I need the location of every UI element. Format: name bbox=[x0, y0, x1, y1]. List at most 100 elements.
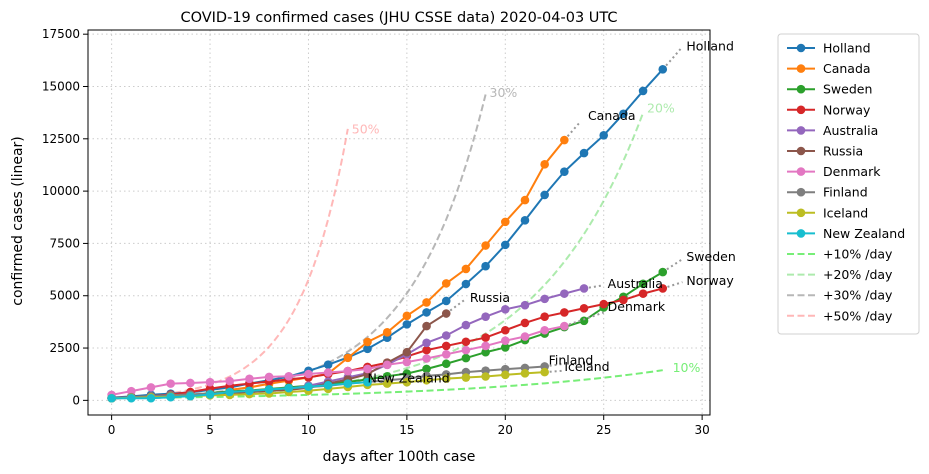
projection-line bbox=[563, 121, 581, 141]
projection-line bbox=[583, 284, 604, 290]
legend-label: Australia bbox=[823, 123, 878, 138]
x-tick-label: 20 bbox=[498, 423, 513, 437]
projection-line bbox=[544, 369, 565, 374]
legend-label: +20% /day bbox=[823, 267, 893, 282]
data-point bbox=[422, 321, 431, 331]
data-point bbox=[363, 364, 372, 374]
data-point bbox=[166, 392, 175, 402]
legend-marker bbox=[796, 43, 806, 53]
reference-line-label: 50% bbox=[352, 121, 380, 136]
data-point bbox=[599, 131, 609, 140]
data-point bbox=[422, 345, 431, 355]
data-point bbox=[500, 343, 510, 352]
legend-marker bbox=[796, 208, 806, 218]
data-point bbox=[461, 279, 471, 289]
data-point bbox=[441, 296, 451, 306]
data-point bbox=[481, 312, 490, 321]
data-point bbox=[363, 377, 372, 387]
data-point bbox=[481, 333, 490, 342]
data-point bbox=[481, 347, 490, 357]
reference-line bbox=[111, 128, 349, 400]
reference-line-label: 20% bbox=[647, 100, 675, 115]
projection-line bbox=[662, 46, 684, 70]
legend: Holland Canada Sweden Norway Australia Russia… bbox=[777, 33, 920, 335]
data-point bbox=[599, 299, 609, 309]
data-point bbox=[461, 264, 471, 274]
data-point bbox=[540, 160, 549, 169]
data-point bbox=[323, 380, 333, 390]
y-axis-label: confirmed cases (linear) bbox=[10, 136, 26, 306]
legend-label: Denmark bbox=[823, 164, 881, 179]
data-point bbox=[422, 364, 431, 374]
x-tick-label: 30 bbox=[694, 423, 709, 437]
data-point bbox=[205, 377, 215, 387]
series-end-label: Denmark bbox=[608, 299, 666, 314]
legend-label: Russia bbox=[823, 144, 863, 159]
legend-marker bbox=[796, 146, 806, 156]
data-point bbox=[560, 289, 569, 298]
data-point bbox=[402, 377, 412, 387]
series-end-label: Iceland bbox=[564, 359, 609, 374]
plot-frame bbox=[87, 29, 711, 416]
chart-title: COVID-19 confirmed cases (JHU CSSE data)… bbox=[180, 10, 617, 26]
data-point bbox=[441, 359, 451, 369]
y-tick-label: 12500 bbox=[42, 132, 80, 146]
grid bbox=[88, 30, 710, 415]
data-point bbox=[284, 371, 294, 381]
data-point bbox=[441, 279, 451, 288]
data-point bbox=[560, 167, 569, 176]
data-point bbox=[441, 331, 451, 340]
data-point bbox=[500, 336, 510, 346]
legend-marker bbox=[796, 84, 806, 94]
data-point bbox=[363, 344, 372, 354]
series-end-label: Sweden bbox=[686, 249, 735, 264]
data-point bbox=[560, 321, 569, 331]
projection-line bbox=[544, 362, 565, 368]
y-tick-label: 0 bbox=[72, 393, 80, 407]
data-point bbox=[520, 332, 530, 341]
series-end-label: Canada bbox=[588, 108, 636, 123]
data-point bbox=[382, 360, 392, 370]
data-point bbox=[461, 345, 471, 355]
data-point bbox=[638, 279, 648, 289]
data-point bbox=[205, 390, 215, 399]
data-point bbox=[461, 373, 471, 382]
data-point bbox=[540, 325, 549, 335]
data-point bbox=[363, 337, 372, 347]
data-point bbox=[520, 195, 530, 205]
data-point bbox=[540, 294, 549, 304]
x-tick-label: 15 bbox=[399, 423, 414, 437]
data-point bbox=[422, 338, 431, 348]
data-point bbox=[382, 328, 392, 337]
legend-marker bbox=[796, 229, 806, 238]
data-point bbox=[500, 217, 510, 227]
data-point bbox=[245, 374, 254, 384]
data-point bbox=[284, 383, 294, 393]
data-point bbox=[500, 325, 510, 335]
data-point bbox=[186, 378, 195, 388]
data-point bbox=[402, 357, 412, 367]
data-point bbox=[402, 311, 412, 321]
data-point bbox=[638, 289, 648, 298]
y-tick-label: 17500 bbox=[42, 27, 80, 41]
data-point bbox=[441, 350, 451, 359]
y-tick-label: 15000 bbox=[42, 79, 80, 93]
projection-line bbox=[367, 379, 388, 384]
data-point bbox=[520, 369, 530, 378]
legend-label: Canada bbox=[823, 61, 871, 76]
data-point bbox=[107, 393, 116, 403]
x-tick-label: 0 bbox=[108, 423, 116, 437]
data-point bbox=[441, 309, 451, 318]
x-tick-label: 10 bbox=[301, 423, 316, 437]
projection-line bbox=[662, 281, 683, 290]
data-point bbox=[560, 308, 569, 317]
data-point bbox=[638, 86, 648, 96]
legend-label: Norway bbox=[823, 102, 871, 117]
data-point bbox=[264, 385, 274, 394]
data-point bbox=[127, 386, 136, 396]
series-end-label: Australia bbox=[608, 276, 663, 291]
data-point bbox=[225, 387, 235, 397]
projection-line bbox=[662, 258, 683, 273]
data-point bbox=[304, 382, 313, 392]
series-end-label: New Zealand bbox=[368, 370, 450, 385]
